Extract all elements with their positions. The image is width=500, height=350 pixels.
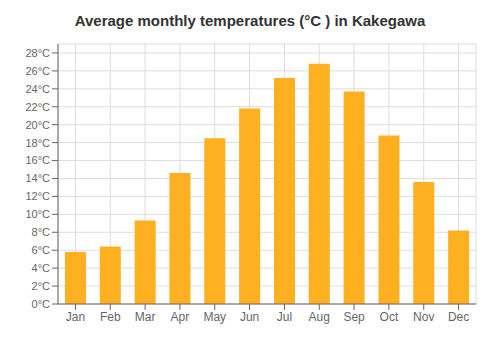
- svg-text:Aug: Aug: [309, 310, 330, 324]
- html-text:Average monthly temperatures (: Average monthly temperatures (°C ) in Ka…: [74, 12, 426, 29]
- svg-text:14°C: 14°C: [25, 172, 50, 184]
- svg-text:10°C: 10°C: [25, 208, 50, 220]
- svg-text:Jun: Jun: [240, 310, 259, 324]
- svg-text:Apr: Apr: [171, 310, 190, 324]
- svg-text:Sep: Sep: [343, 310, 365, 324]
- svg-text:18°C: 18°C: [25, 137, 50, 149]
- svg-text:2°C: 2°C: [32, 280, 51, 292]
- svg-text:Jul: Jul: [277, 310, 292, 324]
- svg-text:6°C: 6°C: [32, 244, 51, 256]
- svg-text:26°C: 26°C: [25, 65, 50, 77]
- svg-text:0°C: 0°C: [32, 298, 51, 310]
- svg-text:May: May: [203, 310, 226, 324]
- svg-text:20°C: 20°C: [25, 119, 50, 131]
- svg-text:24°C: 24°C: [25, 83, 50, 95]
- svg-text:22°C: 22°C: [25, 101, 50, 113]
- svg-text:16°C: 16°C: [25, 154, 50, 166]
- svg-text:Mar: Mar: [135, 310, 156, 324]
- svg-text:4°C: 4°C: [32, 262, 51, 274]
- svg-text:Nov: Nov: [413, 310, 434, 324]
- svg-text:Jan: Jan: [66, 310, 85, 324]
- svg-text:28°C: 28°C: [25, 47, 50, 59]
- svg-text:Feb: Feb: [100, 310, 121, 324]
- svg-text:8°C: 8°C: [32, 226, 51, 238]
- svg-text:Dec: Dec: [448, 310, 469, 324]
- svg-text:Oct: Oct: [380, 310, 399, 324]
- svg-text:12°C: 12°C: [25, 190, 50, 202]
